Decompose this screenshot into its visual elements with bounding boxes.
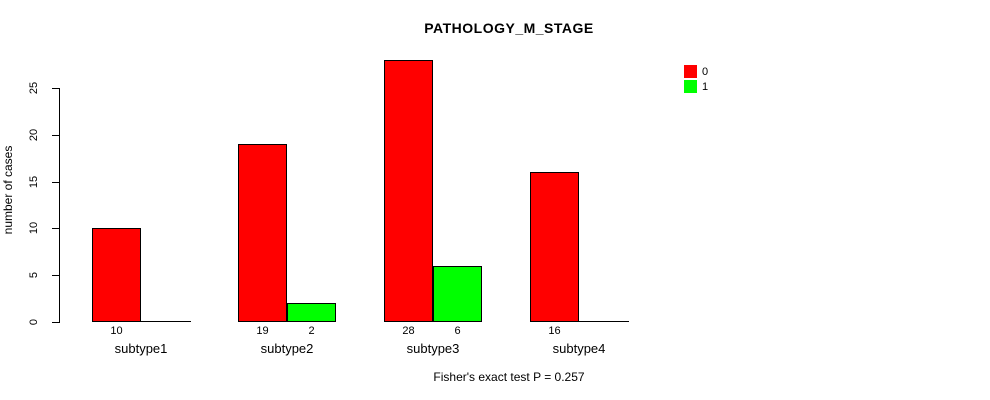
- zero-bar-line: [141, 321, 191, 322]
- bar-value-label: 28: [402, 325, 415, 337]
- y-tick-mark: [52, 228, 59, 229]
- bar: [92, 228, 141, 322]
- bar: [433, 266, 482, 322]
- chart-title: PATHOLOGY_M_STAGE: [424, 20, 594, 36]
- bar: [384, 60, 433, 322]
- y-tick-label: 0: [28, 318, 40, 326]
- y-axis-label: number of cases: [1, 145, 15, 235]
- legend-swatch-series-0: [684, 65, 697, 78]
- bar-value-label: 19: [256, 325, 269, 337]
- y-tick-mark: [52, 135, 59, 136]
- y-tick-mark: [52, 275, 59, 276]
- bar-value-label: 16: [548, 325, 561, 337]
- bar-value-label: 2: [308, 325, 315, 337]
- bar: [287, 303, 336, 322]
- bar: [530, 172, 579, 322]
- legend-item-0: 0: [684, 64, 708, 79]
- x-tick-label: subtype2: [260, 341, 314, 356]
- y-tick-label: 5: [28, 271, 40, 279]
- y-tick-label: 25: [28, 81, 40, 95]
- legend: 0 1: [684, 64, 708, 94]
- legend-swatch-series-1: [684, 80, 697, 93]
- y-tick-mark: [52, 88, 59, 89]
- legend-item-1: 1: [684, 79, 708, 94]
- x-tick-label: subtype3: [406, 341, 460, 356]
- legend-label-series-0: 0: [702, 65, 709, 78]
- stat-test-note: Fisher's exact test P = 0.257: [433, 370, 585, 384]
- y-axis-line: [59, 88, 60, 323]
- legend-label-series-1: 1: [702, 80, 709, 93]
- y-tick-mark: [52, 322, 59, 323]
- y-tick-label: 15: [28, 175, 40, 189]
- bar-value-label: 10: [110, 325, 123, 337]
- x-tick-label: subtype4: [552, 341, 606, 356]
- zero-bar-line: [579, 321, 629, 322]
- y-tick-label: 20: [28, 128, 40, 142]
- y-tick-label: 10: [28, 221, 40, 235]
- bar: [238, 144, 287, 322]
- bar-value-label: 6: [454, 325, 461, 337]
- y-tick-mark: [52, 182, 59, 183]
- x-tick-label: subtype1: [114, 341, 168, 356]
